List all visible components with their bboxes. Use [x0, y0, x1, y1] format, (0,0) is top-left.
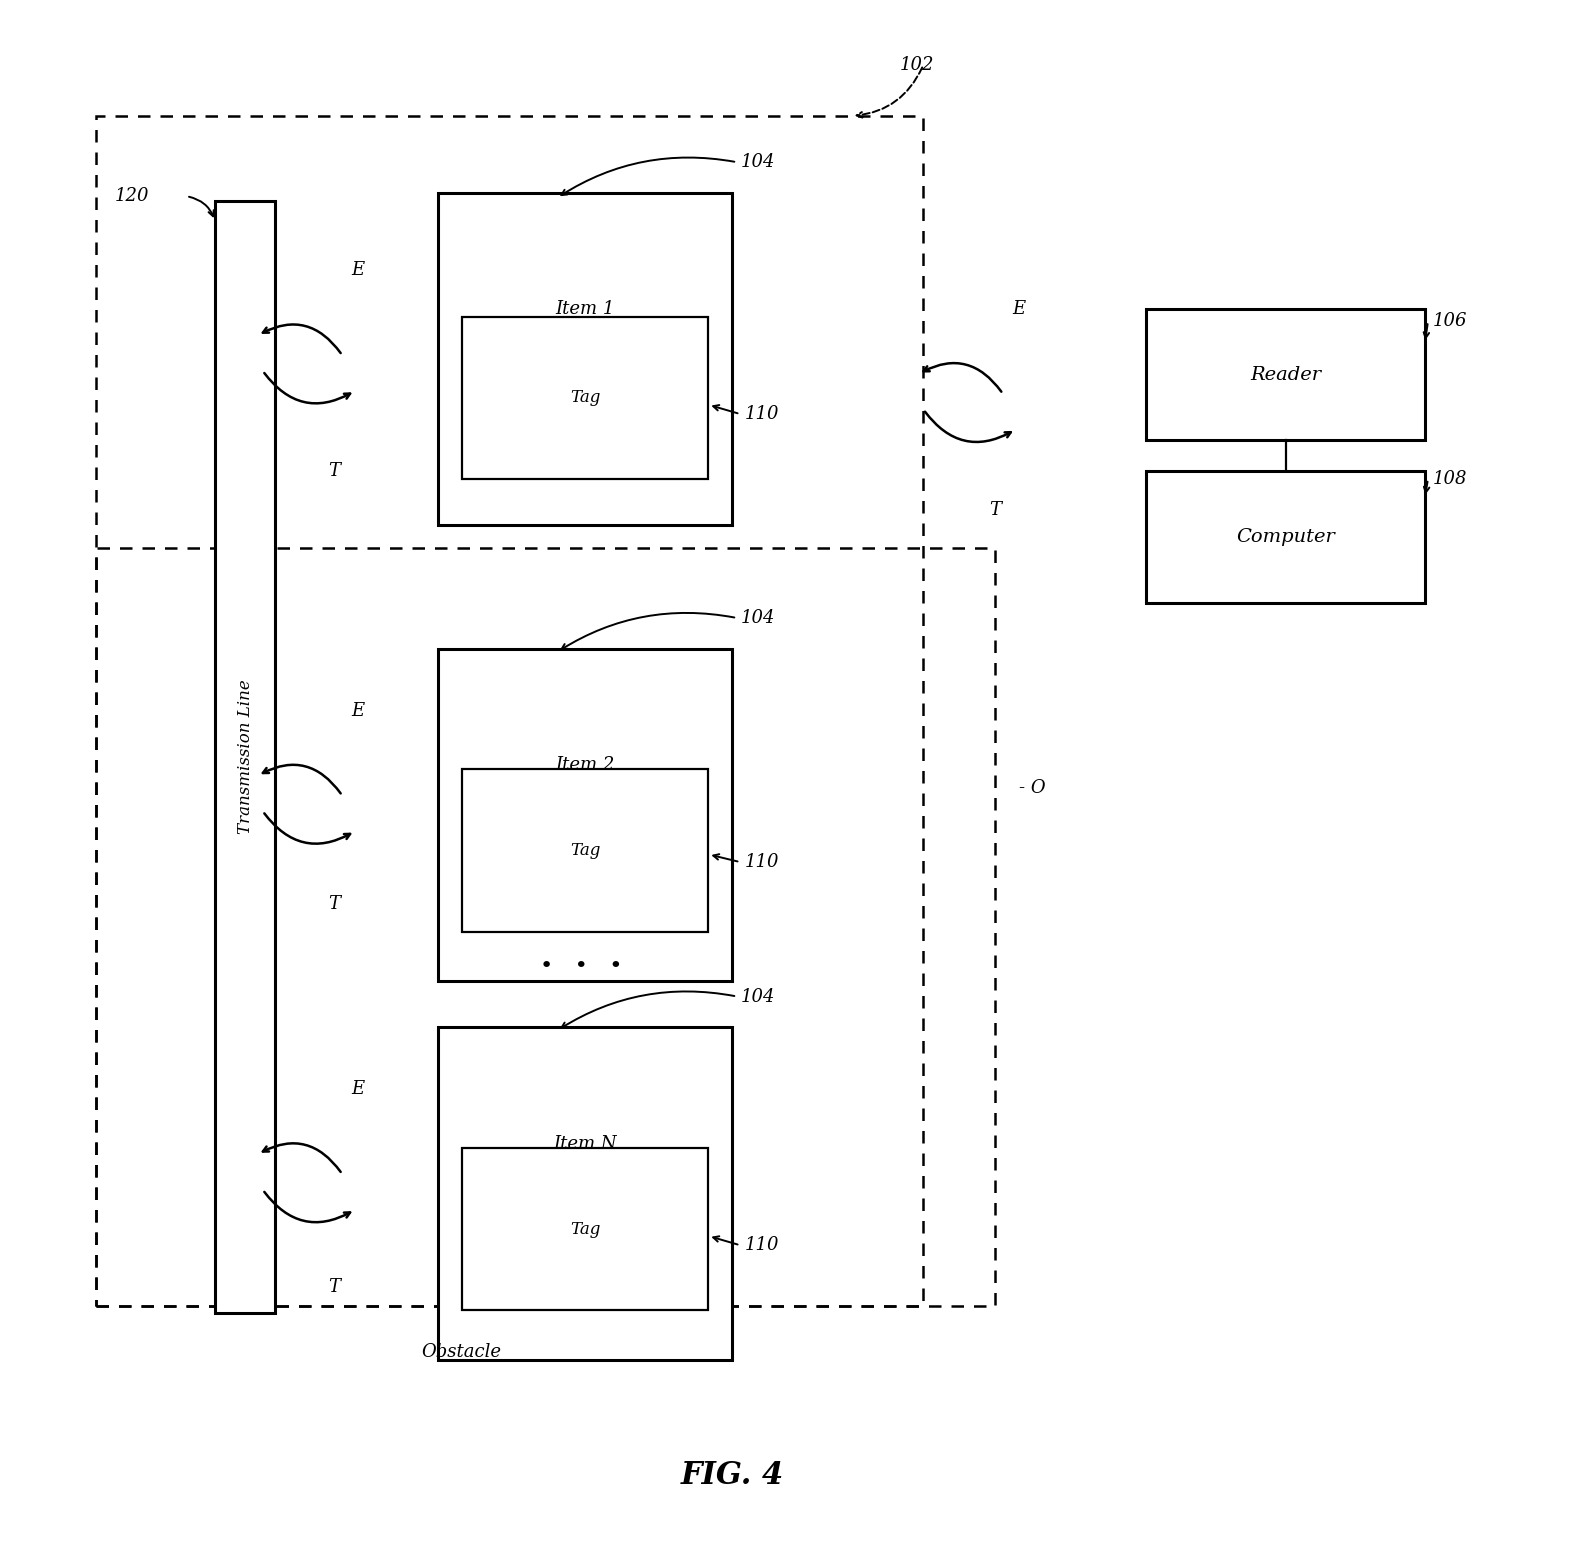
Bar: [96, 116, 923, 1306]
Text: 104: 104: [740, 153, 775, 171]
Text: T: T: [989, 501, 1001, 519]
Bar: [215, 201, 275, 1313]
Text: Obstacle: Obstacle: [422, 1343, 501, 1361]
Text: 110: 110: [745, 853, 780, 871]
Text: 108: 108: [1433, 470, 1468, 488]
Text: Tag: Tag: [570, 389, 600, 406]
Bar: [462, 317, 708, 479]
Text: 110: 110: [745, 405, 780, 423]
Text: Item 1: Item 1: [556, 300, 615, 318]
Text: - O: - O: [1019, 779, 1046, 797]
Text: FIG. 4: FIG. 4: [681, 1460, 783, 1491]
Bar: [96, 548, 995, 1306]
Text: Computer: Computer: [1235, 528, 1336, 545]
Text: E: E: [352, 1080, 365, 1098]
Text: T: T: [328, 895, 341, 913]
Bar: [1146, 309, 1425, 440]
Text: •   •   •: • • •: [540, 956, 622, 975]
Bar: [462, 769, 708, 932]
Bar: [438, 193, 732, 525]
Text: 104: 104: [740, 609, 775, 627]
Text: 110: 110: [745, 1236, 780, 1255]
Text: Item N: Item N: [554, 1134, 616, 1153]
Bar: [1146, 471, 1425, 603]
Text: Transmission Line: Transmission Line: [237, 680, 253, 834]
Bar: [438, 649, 732, 981]
Text: T: T: [328, 462, 341, 480]
Text: T: T: [328, 1278, 341, 1296]
Text: 106: 106: [1433, 312, 1468, 331]
Text: E: E: [352, 701, 365, 720]
Text: E: E: [1013, 300, 1025, 318]
Text: Tag: Tag: [570, 1221, 600, 1238]
Bar: [438, 1027, 732, 1360]
Bar: [462, 1148, 708, 1310]
Text: 102: 102: [899, 56, 935, 74]
Text: Item 2: Item 2: [556, 756, 615, 774]
Text: 104: 104: [740, 987, 775, 1006]
Text: Tag: Tag: [570, 842, 600, 859]
Text: 120: 120: [115, 187, 150, 205]
Text: E: E: [352, 261, 365, 280]
Text: Reader: Reader: [1250, 366, 1321, 383]
